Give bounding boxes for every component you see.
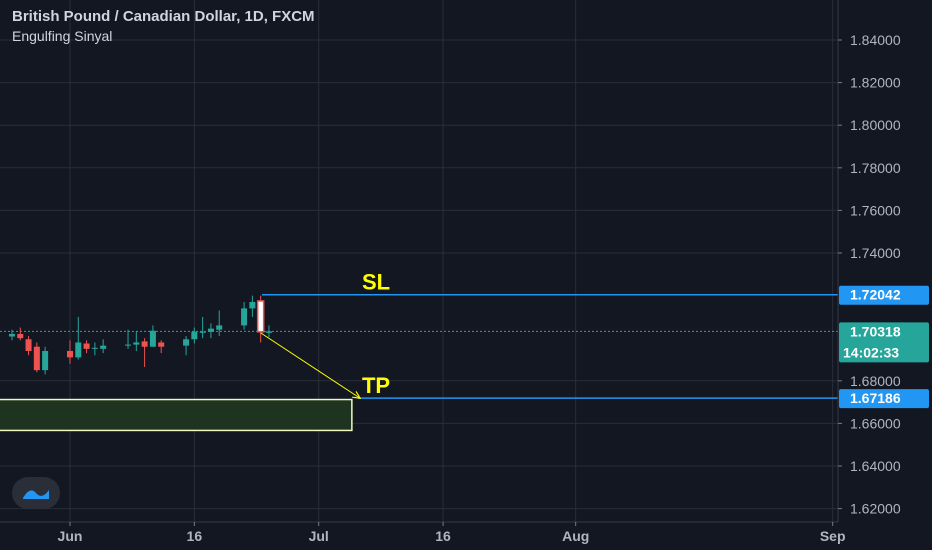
price-tick-label: 1.84000 (850, 32, 901, 48)
level-label-tp: TP (362, 373, 390, 398)
price-tick-label: 1.74000 (850, 245, 901, 261)
time-tick-label: Sep (820, 528, 846, 544)
price-label-sl: 1.72042 (850, 287, 901, 303)
price-label-tp-box (839, 389, 929, 409)
candle-body (25, 339, 32, 351)
time-tick-label: 16 (187, 528, 203, 544)
candle-body (91, 347, 98, 349)
price-tick-label: 1.78000 (850, 160, 901, 176)
time-tick-label: 16 (435, 528, 451, 544)
grid (0, 0, 838, 522)
candle-body (42, 350, 49, 371)
projection-arrow-layer (260, 332, 362, 400)
candle-body (191, 331, 198, 340)
price-tick-label: 1.68000 (850, 373, 901, 389)
time-axis-background (0, 522, 838, 550)
price-label-tp: 1.67186 (850, 390, 901, 406)
time-tick-label: Jun (58, 528, 83, 544)
time-axis[interactable]: Jun 16 Jul 16 Aug Sep (0, 521, 846, 550)
candle-body (8, 333, 15, 337)
symbol-title[interactable]: British Pound / Canadian Dollar, 1D, FXC… (12, 8, 315, 25)
candle-body (75, 342, 82, 358)
price-tick-label: 1.66000 (850, 415, 901, 431)
price-label-sl-box (839, 285, 929, 305)
price-tick-label: 1.76000 (850, 202, 901, 218)
price-tick-label: 1.64000 (850, 458, 901, 474)
target-zone-layer (0, 398, 353, 432)
countdown-label: 14:02:33 (843, 344, 899, 360)
target-zone (0, 398, 353, 432)
candle-body (256, 300, 265, 333)
candle-body (141, 341, 148, 347)
candle-body (207, 328, 214, 332)
indicator-title[interactable]: Engulfing Sinyal (12, 28, 113, 44)
candlesticks (8, 295, 272, 375)
candle-body (158, 342, 165, 347)
candle-body (33, 346, 40, 371)
tradingview-logo[interactable] (12, 477, 60, 509)
price-tick-label: 1.80000 (850, 117, 901, 133)
candle-body (241, 308, 248, 326)
candle-body (183, 339, 190, 346)
current-price-label: 1.70318 (850, 323, 901, 339)
projection-arrow-line (260, 332, 361, 399)
level-lines: SL TP (0, 270, 838, 399)
price-tick-label: 1.82000 (850, 75, 901, 91)
price-tick-label: 1.62000 (850, 501, 901, 517)
projection-arrow-head (352, 391, 362, 400)
candle-body (17, 333, 24, 339)
tradingview-logo-icon (23, 490, 49, 499)
candle-body (133, 342, 140, 345)
price-axis[interactable]: 1.84000 1.82000 1.80000 1.78000 1.76000 1.740… (837, 0, 932, 550)
candle-body (125, 344, 132, 346)
candle-body (199, 331, 206, 333)
candle-body (249, 301, 256, 309)
candle-body (100, 345, 107, 349)
price-axis-background (838, 0, 932, 550)
current-price-box (839, 322, 929, 363)
candle-body (265, 331, 272, 333)
level-label-sl: SL (362, 270, 390, 295)
time-tick-label: Jul (309, 528, 329, 544)
time-tick-label: Aug (562, 528, 589, 544)
candle-body (67, 350, 73, 358)
price-labels: 1.72042 1.67186 1.70318 14:02:33 (839, 285, 929, 409)
candle-body (149, 330, 156, 347)
candle-body (83, 343, 90, 349)
candle-body (216, 325, 223, 330)
